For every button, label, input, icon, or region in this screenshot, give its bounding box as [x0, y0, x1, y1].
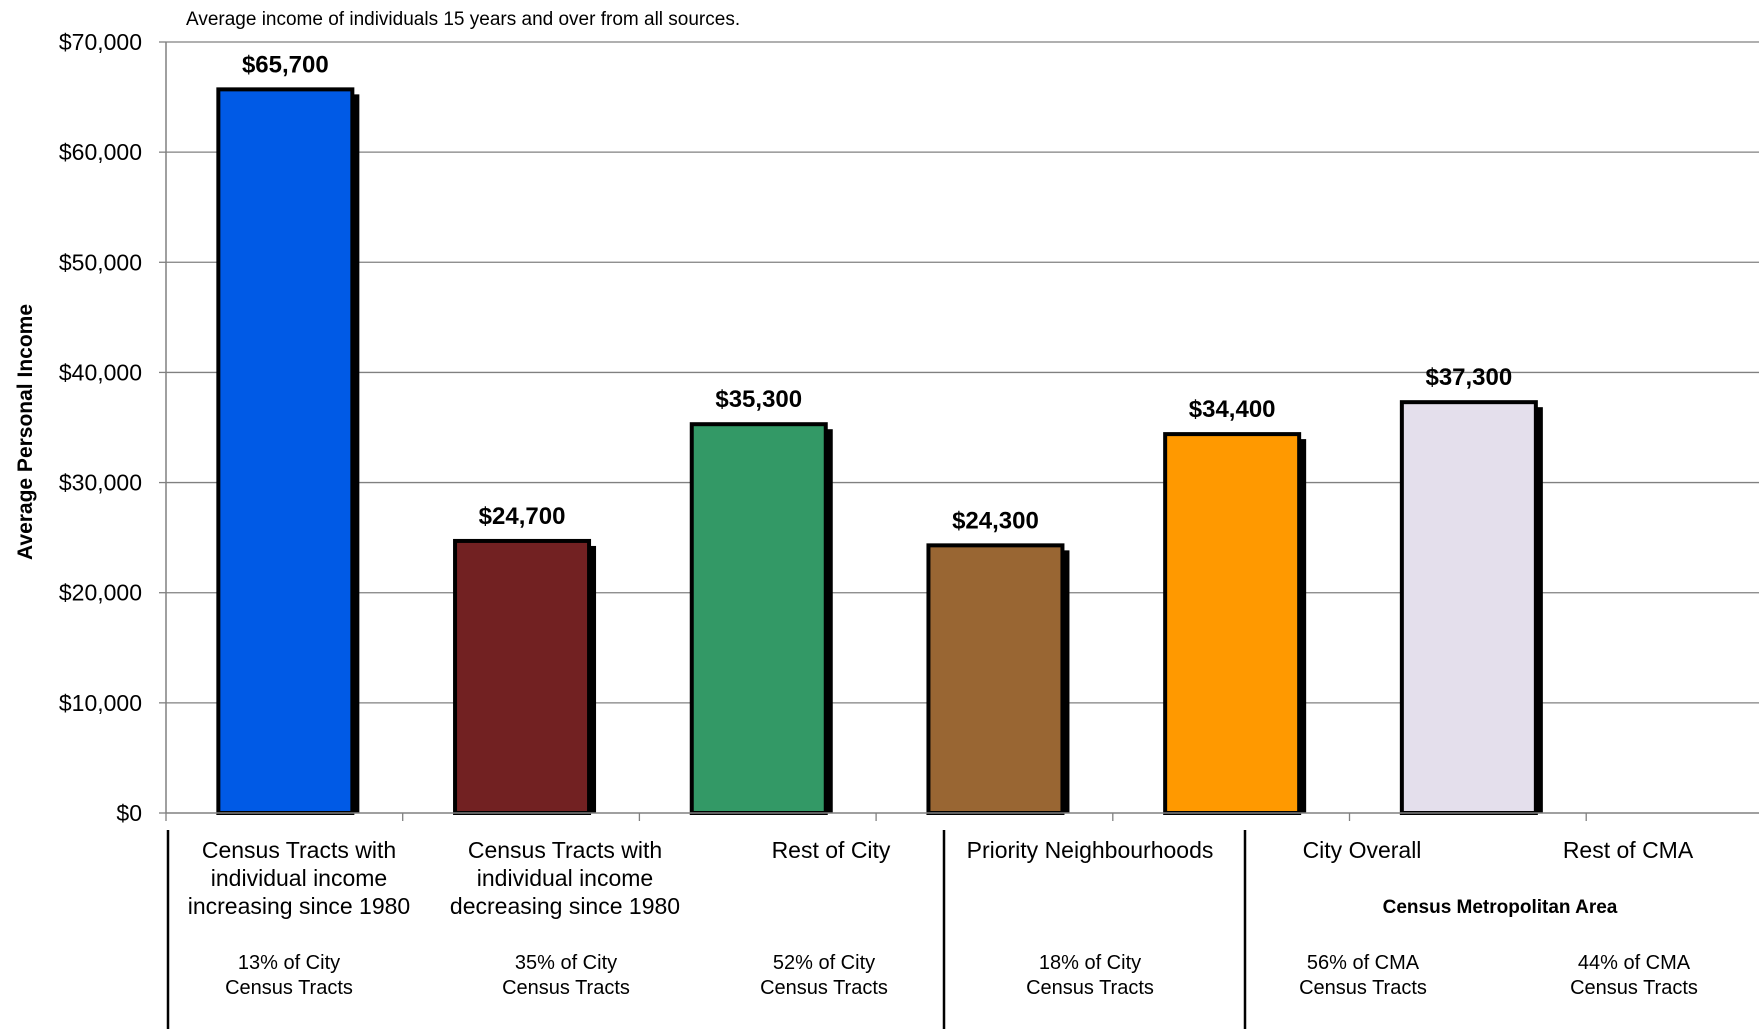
y-tick-label: $10,000: [59, 690, 142, 716]
y-tick-label: $40,000: [59, 359, 142, 385]
bar-value-label: $24,300: [952, 507, 1039, 534]
x-category-share-label: 18% of City Census Tracts: [1026, 952, 1154, 999]
x-category-share-label: 52% of City Census Tracts: [760, 952, 888, 999]
x-category-share-label: 13% of City Census Tracts: [225, 952, 353, 999]
x-category-share-label: 56% of CMA Census Tracts: [1299, 952, 1427, 999]
bar: [689, 422, 828, 815]
y-tick-label: $60,000: [59, 139, 142, 165]
axes: [159, 41, 1759, 1029]
y-tick-label: $20,000: [59, 580, 142, 606]
y-tick-label: $0: [116, 800, 142, 826]
y-tick-label: $30,000: [59, 470, 142, 496]
bar: [1163, 432, 1302, 815]
group-label-cma: Census Metropolitan Area: [1383, 897, 1618, 918]
gridlines: [166, 41, 1759, 704]
bar: [453, 538, 592, 815]
bar: [926, 543, 1065, 815]
x-category-label: Rest of City: [772, 837, 891, 863]
y-tick-label: $70,000: [59, 29, 142, 55]
bar-value-label: $34,400: [1189, 396, 1276, 423]
labels: $0 $10,000 $20,000 $30,000 $40,000 $50,000 $60…: [59, 29, 1698, 999]
x-category-label: City Overall: [1303, 837, 1422, 863]
y-tick-label: $50,000: [59, 249, 142, 275]
bar-value-label: $35,300: [715, 386, 802, 413]
x-category-label: Priority Neighbourhoods: [967, 837, 1214, 863]
bar: [216, 87, 355, 815]
x-category-share-label: 35% of City Census Tracts: [502, 952, 630, 999]
y-axis-label: Average Personal Income: [14, 304, 37, 560]
bar-value-label: $37,300: [1425, 364, 1512, 391]
bars: [216, 87, 1543, 815]
x-category-share-label: 44% of CMA Census Tracts: [1570, 952, 1698, 999]
x-category-label: Rest of CMA: [1563, 837, 1694, 863]
chart-subtitle: Average income of individuals 15 years a…: [186, 9, 740, 30]
bar-value-label: $65,700: [242, 51, 329, 78]
bar-value-label: $24,700: [479, 503, 566, 530]
bar: [1399, 400, 1538, 815]
x-category-label: Census Tracts with individual income decre…: [450, 837, 680, 919]
x-category-label: Census Tracts with individual income incre…: [188, 837, 410, 919]
